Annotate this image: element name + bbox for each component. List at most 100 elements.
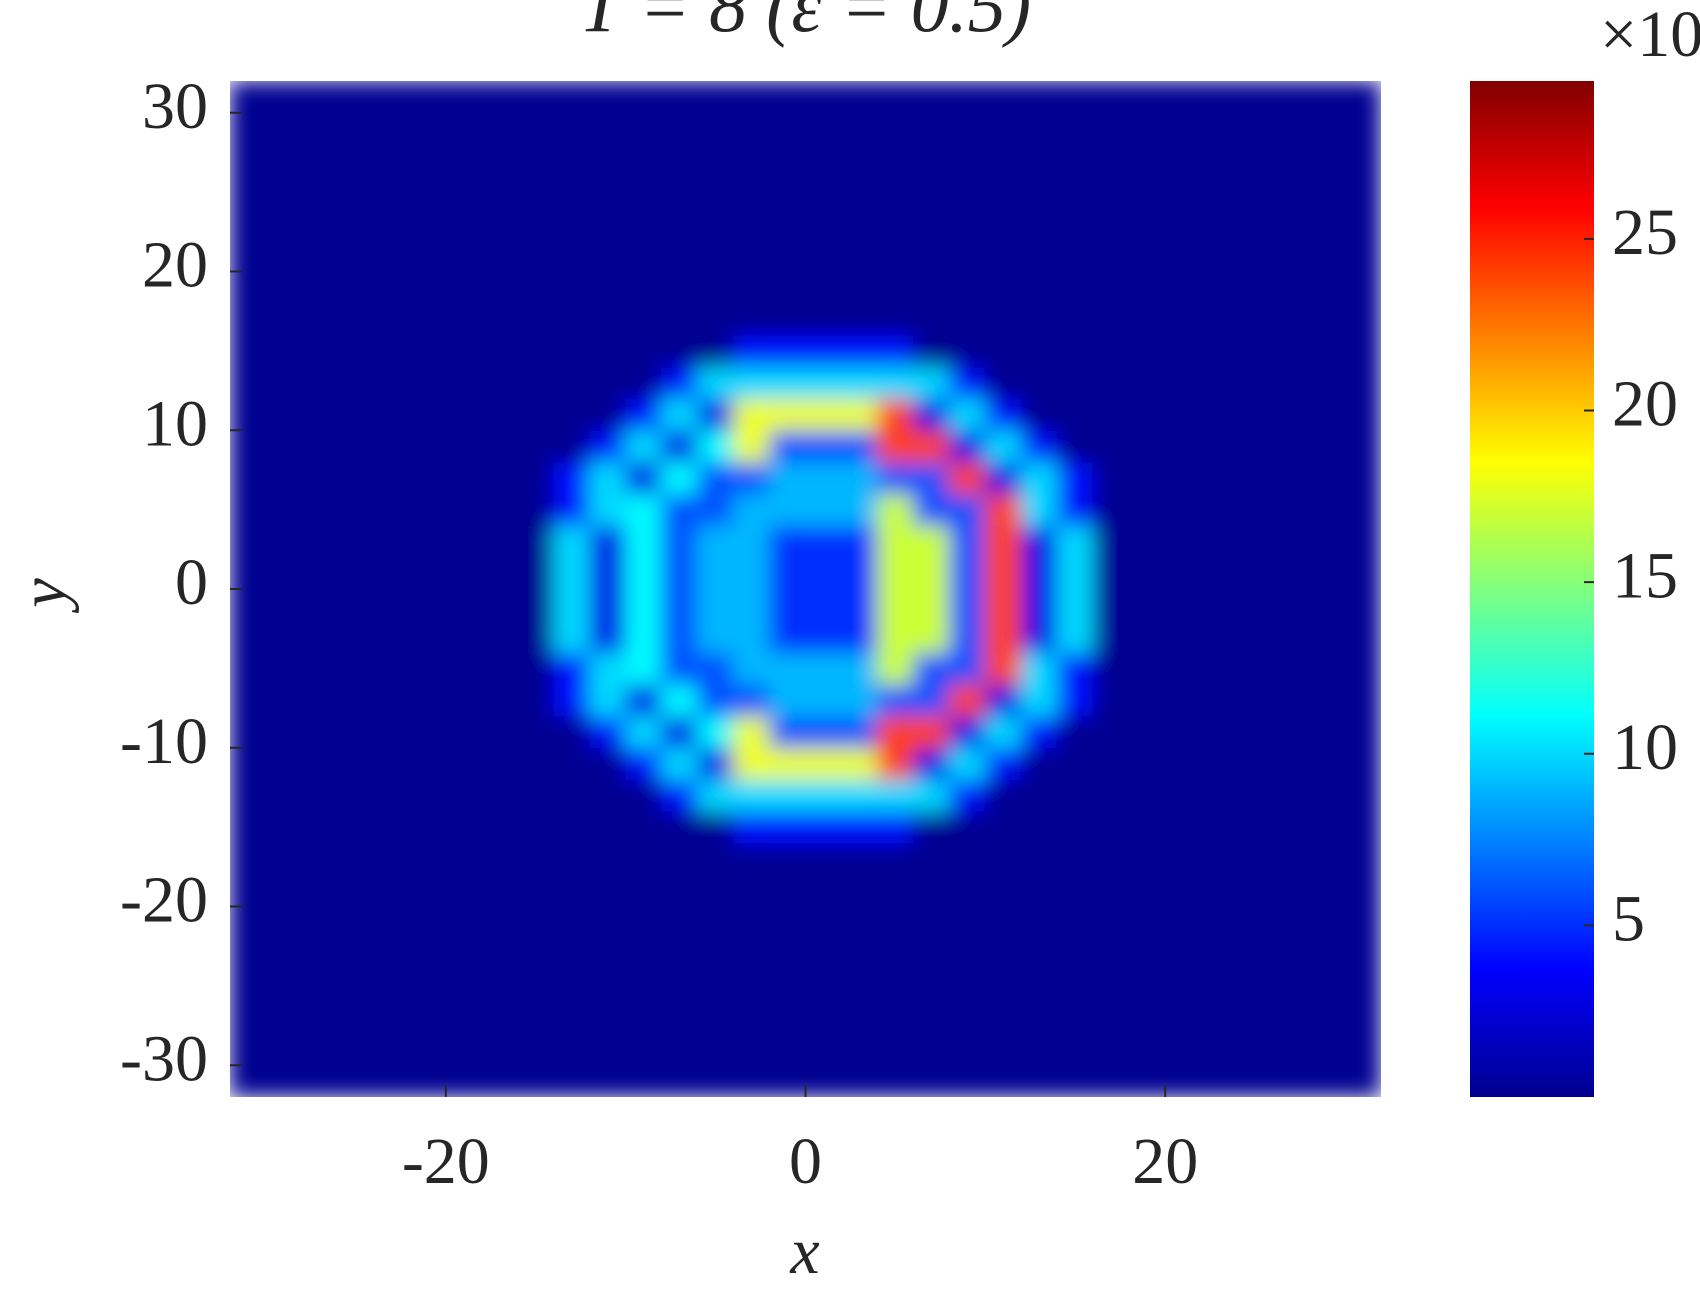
heatmap-cell xyxy=(984,366,1022,399)
heatmap-cell xyxy=(1092,652,1381,685)
heatmap-cell xyxy=(1092,525,1381,558)
colorbar-exponent: ×10 xyxy=(1600,0,1700,71)
heatmap-cell xyxy=(805,747,842,780)
x-tick-label: 20 xyxy=(1132,1125,1198,1198)
heatmap-cell xyxy=(553,461,591,495)
heatmap-cell xyxy=(517,493,555,526)
heatmap-cell xyxy=(805,620,842,653)
heatmap-cell xyxy=(948,398,986,431)
heatmap-cell xyxy=(1056,398,1094,431)
heatmap-cell xyxy=(733,683,771,717)
colorbar-tick-label: 10 xyxy=(1612,711,1678,784)
heatmap-cell xyxy=(840,525,878,558)
heatmap-cell xyxy=(733,747,771,780)
heatmap-cell xyxy=(697,810,735,844)
heatmap-cell xyxy=(589,461,627,495)
heatmap-cell xyxy=(912,588,950,622)
x-tick-label: -20 xyxy=(402,1125,490,1198)
heatmap-cell xyxy=(661,429,699,463)
heatmap-cell xyxy=(1056,842,1094,1097)
heatmap-cell xyxy=(733,493,771,526)
heatmap-cell xyxy=(661,652,699,685)
y-tick-label: -10 xyxy=(120,705,208,778)
heatmap-cell xyxy=(1092,620,1381,653)
heatmap-cell xyxy=(769,652,806,685)
heatmap-cell xyxy=(517,525,555,558)
heatmap-cell xyxy=(769,556,806,590)
heatmap-cell xyxy=(733,366,771,399)
heatmap-cell xyxy=(553,398,591,431)
heatmap-cell xyxy=(912,366,950,399)
heatmap-cell xyxy=(840,493,878,526)
heatmap-cell xyxy=(876,747,914,780)
heatmap-cell xyxy=(984,429,1022,463)
heatmap-cell xyxy=(697,747,735,780)
heatmap-cell xyxy=(840,842,878,1097)
heatmap-cell xyxy=(553,556,591,590)
heatmap-cell xyxy=(589,747,627,780)
x-axis-label: x xyxy=(789,1215,819,1288)
heatmap-cell xyxy=(625,747,663,780)
heatmap-cell xyxy=(625,461,663,495)
heatmap-cell xyxy=(230,366,519,399)
heatmap-cell xyxy=(625,334,663,368)
heatmap-cell xyxy=(517,429,555,463)
heatmap-cell xyxy=(840,429,878,463)
heatmap-cell xyxy=(1056,620,1094,653)
heatmap-cell xyxy=(805,810,842,844)
heatmap-cell xyxy=(230,620,519,653)
heatmap-cell xyxy=(984,652,1022,685)
colorbar-tick-label: 5 xyxy=(1612,883,1645,956)
heatmap-cell xyxy=(769,779,806,812)
heatmap-cell xyxy=(553,429,591,463)
heatmap-cell xyxy=(625,429,663,463)
heatmap-cell xyxy=(948,842,986,1097)
heatmap-cell xyxy=(769,525,806,558)
heatmap-cell xyxy=(697,525,735,558)
heatmap-cell xyxy=(876,652,914,685)
heatmap-cell xyxy=(697,81,735,336)
heatmap-cell xyxy=(984,461,1022,495)
heatmap-cell xyxy=(733,620,771,653)
heatmap-cell xyxy=(876,429,914,463)
heatmap-cell xyxy=(553,715,591,749)
heatmap-cell xyxy=(661,461,699,495)
colorbar-tick-label: 15 xyxy=(1612,539,1678,612)
heatmap-cell xyxy=(661,683,699,717)
heatmap-cell xyxy=(517,398,555,431)
y-tick-label: -30 xyxy=(120,1022,208,1095)
heatmap-cell xyxy=(589,493,627,526)
heatmap-cell xyxy=(876,461,914,495)
heatmap-cell xyxy=(769,334,806,368)
heatmap-cell xyxy=(697,556,735,590)
heatmap-cell xyxy=(1020,747,1058,780)
heatmap-cell xyxy=(1056,334,1094,368)
heatmap-cell xyxy=(805,398,842,431)
heatmap-cell xyxy=(589,398,627,431)
heatmap-cell xyxy=(1056,810,1094,844)
heatmap-cell xyxy=(625,588,663,622)
y-tick-label: 10 xyxy=(142,387,208,460)
heatmap-cell xyxy=(697,398,735,431)
heatmap-cell xyxy=(912,493,950,526)
y-tick-label: 20 xyxy=(142,229,208,302)
heatmap-cell xyxy=(625,715,663,749)
heatmap-cell xyxy=(1056,715,1094,749)
heatmap-cell xyxy=(589,779,627,812)
heatmap-cell xyxy=(1056,461,1094,495)
heatmap-cell xyxy=(769,715,806,749)
heatmap-cell xyxy=(948,747,986,780)
heatmap-cell xyxy=(912,429,950,463)
heatmap-cell xyxy=(517,842,555,1097)
heatmap-cell xyxy=(840,81,878,336)
heatmap-cell xyxy=(1056,81,1094,336)
heatmap-cell xyxy=(625,493,663,526)
x-tick-label: 0 xyxy=(789,1125,822,1198)
heatmap-cell xyxy=(1020,715,1058,749)
heatmap-cell xyxy=(840,334,878,368)
heatmap-cell xyxy=(625,398,663,431)
heatmap-cell xyxy=(876,81,914,336)
heatmap-cell xyxy=(661,842,699,1097)
heatmap-cell xyxy=(1056,652,1094,685)
